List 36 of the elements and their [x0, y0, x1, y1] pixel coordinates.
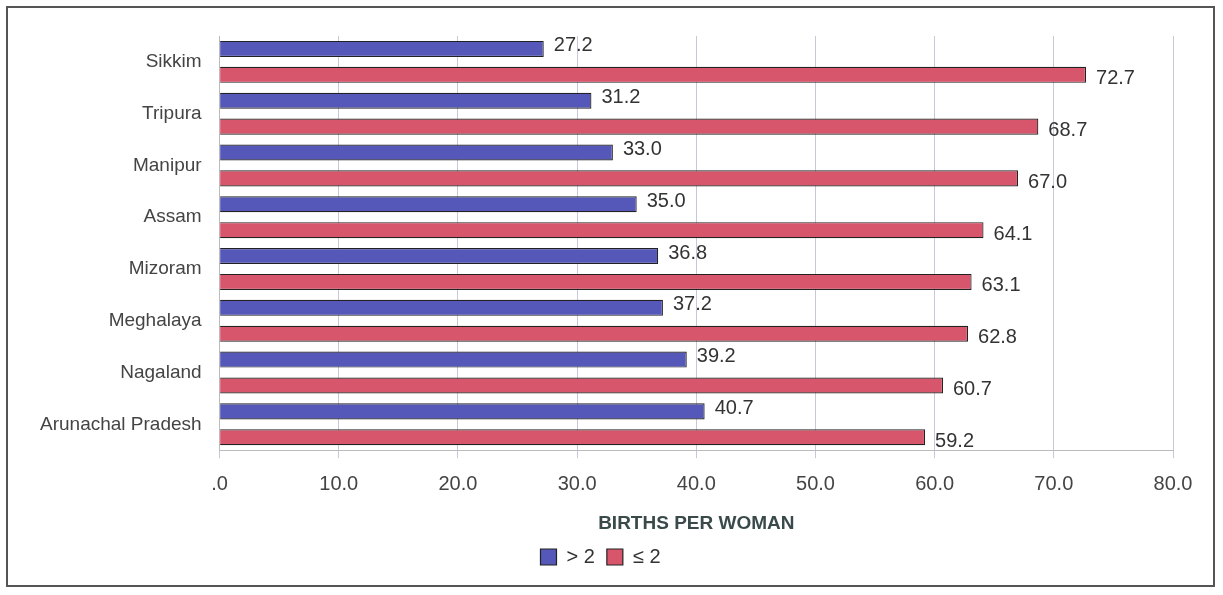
x-tick-label: 50.0	[796, 471, 835, 494]
data-label: 39.2	[696, 344, 736, 367]
data-label: 33.0	[622, 137, 662, 160]
x-tick-label: 40.0	[676, 471, 716, 494]
data-label: 27.2	[553, 33, 593, 56]
y-tick-label: Tripura	[142, 101, 203, 123]
y-tick-label: Arunachal Pradesh	[39, 412, 202, 434]
x-axis-title: BIRTHS PER WOMAN	[598, 511, 795, 533]
x-tick-label: 30.0	[557, 471, 597, 494]
data-label: 67.0	[1028, 169, 1068, 192]
data-label: 37.2	[672, 292, 712, 315]
y-tick-label: Assam	[143, 205, 202, 227]
data-label: 40.7	[714, 395, 754, 418]
data-label: 62.8	[978, 325, 1017, 348]
x-tick-label: 80.0	[1153, 471, 1193, 494]
data-label: 64.1	[993, 221, 1033, 244]
x-tick-label: 60.0	[915, 471, 955, 494]
y-tick-label: Manipur	[132, 153, 203, 175]
data-label: 68.7	[1048, 118, 1088, 141]
y-tick-label: Sikkim	[145, 50, 202, 72]
data-label: 72.7	[1096, 66, 1135, 89]
data-label: 60.7	[952, 377, 992, 399]
x-tick-label: .0	[211, 471, 228, 494]
data-label: 31.2	[601, 85, 641, 108]
legend-label: ≤ 2	[632, 544, 661, 567]
legend-label: > 2	[566, 544, 595, 567]
data-label: 36.8	[668, 240, 708, 263]
x-tick-label: 10.0	[319, 471, 359, 494]
y-tick-label: Mizoram	[128, 257, 202, 279]
y-tick-label: Meghalaya	[108, 309, 203, 330]
data-label: 35.0	[646, 188, 686, 211]
data-label: 59.2	[935, 428, 975, 451]
data-label: 63.1	[981, 273, 1021, 296]
x-tick-label: 20.0	[438, 471, 478, 494]
x-tick-label: 70.0	[1034, 471, 1074, 494]
y-tick-label: Nagaland	[120, 360, 202, 382]
